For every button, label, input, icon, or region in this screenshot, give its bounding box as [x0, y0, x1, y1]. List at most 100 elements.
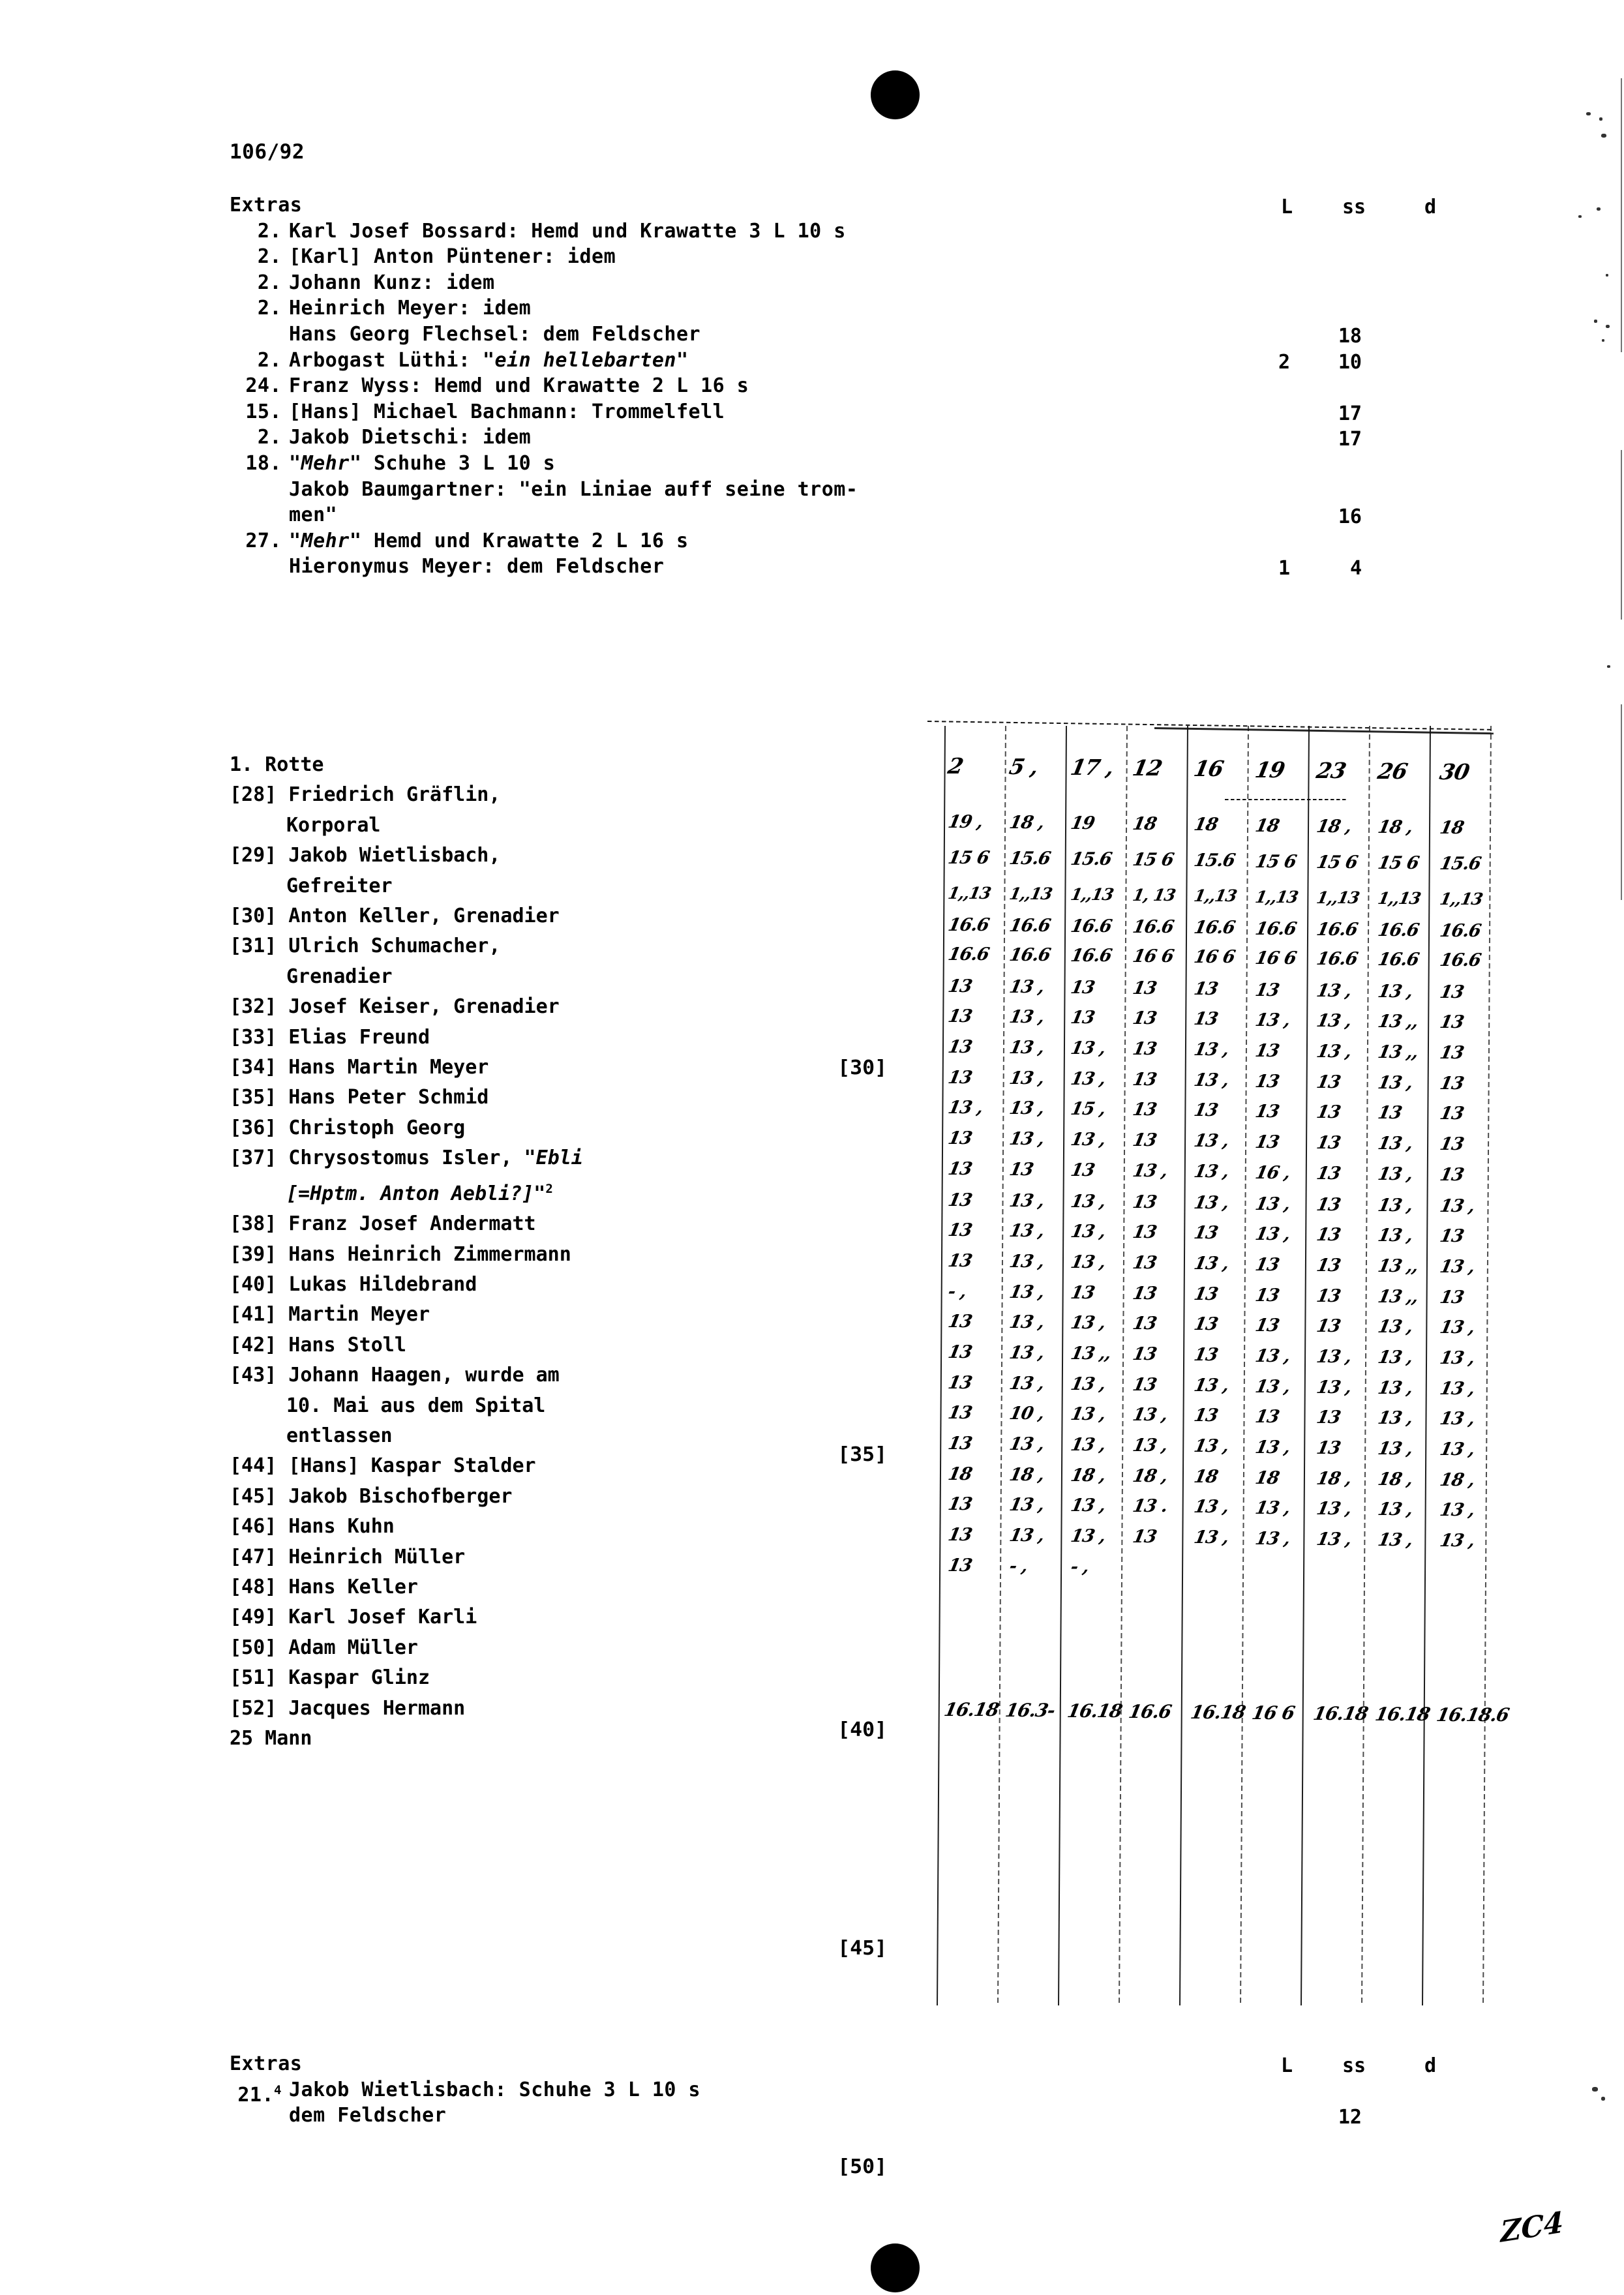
ledger-cell: 13 , [1376, 1164, 1415, 1184]
ledger-cell: 13 [1314, 1286, 1342, 1306]
ledger-cell: 13 , [1068, 1222, 1107, 1242]
ledger-cell: 13 , [1437, 1317, 1477, 1338]
ledger-cell: 15.6 [1192, 850, 1237, 871]
ledger-cell: 13 [1437, 1165, 1466, 1185]
extras-entry-text: men" [289, 503, 338, 527]
ledger-cell: 13 [946, 1373, 974, 1393]
ledger-cell: 13 [1130, 1375, 1158, 1395]
ledger-column-rule [1482, 726, 1492, 2005]
ledger-cell: 15 6 [1253, 852, 1298, 872]
ledger-cell: 13 [946, 1220, 974, 1240]
ledger-cell: 13 [1130, 1100, 1158, 1120]
ledger-cell: 13 [946, 1251, 974, 1271]
ledger-cell: 13 , [1007, 1525, 1046, 1546]
ledger-cell: 13 , [1007, 1221, 1046, 1241]
ledger-cell: 13 [1253, 1285, 1281, 1306]
ledger-cell: 1, 13 [1131, 886, 1177, 905]
extras-entry-text: [Karl] Anton Püntener: idem [289, 245, 616, 269]
ledger-cell: 13 [1130, 1222, 1158, 1242]
ledger-column-rule [1301, 726, 1310, 2005]
extras-entry-text: Jakob Baumgartner: "ein Liniae auff sein… [289, 477, 858, 501]
ledger-cell: 13 [1314, 1255, 1342, 1276]
extras-entry-text: Johann Kunz: idem [289, 271, 495, 294]
ledger-cell: 30 [1437, 759, 1471, 785]
ledger-cell: 13 , [1192, 1131, 1231, 1151]
extras-entry-text: Hans Georg Flechsel: dem Feldscher [289, 323, 701, 346]
ledger-cell: 13 , [1314, 1011, 1353, 1031]
scan-edge-line [1621, 450, 1622, 620]
page-number: 106/92 [230, 140, 305, 164]
ledger-cell: 13 [1314, 1163, 1342, 1184]
ledger-cell: 13 , [1068, 1069, 1107, 1089]
ledger-column-rule [1422, 726, 1431, 2005]
ledger-cell: 13 , [1192, 1527, 1231, 1548]
ledger-cell: 13 [1192, 1314, 1220, 1334]
ledger-cell: 13 [946, 1403, 974, 1423]
ledger-cell: 13 [1253, 980, 1281, 1000]
ledger-cell: 15 6 [1376, 853, 1421, 873]
ledger-cell: 13 , [946, 1098, 985, 1118]
roster-total: 25 Mann [230, 1727, 312, 1750]
ledger-cell: 13 , [1007, 1129, 1046, 1149]
extras-amount-ss: 17 [1338, 428, 1362, 451]
ledger-cell: 13 [946, 1037, 974, 1057]
ledger-inner-rule-fragment [1225, 799, 1346, 800]
ledger-cell: 13 [1192, 1405, 1220, 1426]
ledger-cell: 13 ,, [1068, 1343, 1113, 1364]
ledger-cell: 18 [1192, 1467, 1220, 1487]
extras-entry-number: 2. [257, 348, 282, 372]
ledger-cell: 13 , [1192, 1040, 1231, 1060]
column-header-d: d [1424, 196, 1437, 218]
extras-amount-ss: 12 [1338, 2106, 1362, 2129]
roster-title: 1. Rotte [230, 753, 324, 776]
extras-entry-text: dem Feldscher [289, 2104, 447, 2127]
extras-entry-number: 21.4 [237, 2082, 282, 2107]
ledger-cell: 18 , [1437, 1470, 1477, 1490]
roster-entry: [41] Martin Meyer [230, 1303, 430, 1327]
scan-speckle [1594, 320, 1597, 323]
ledger-cell: 13 , [1068, 1495, 1107, 1516]
ledger-cell: 13 [1314, 1133, 1342, 1153]
scan-speckle [1606, 325, 1610, 328]
ledger-cell: 26 [1376, 758, 1409, 784]
roster-entry: [51] Kaspar Glinz [230, 1666, 430, 1690]
roster-entry: [29] Jakob Wietlisbach, [230, 844, 501, 867]
roster-entry: [39] Hans Heinrich Zimmermann [230, 1242, 571, 1266]
ledger-cell: 13 [1192, 1100, 1220, 1120]
ledger-cell: 18 , [1376, 817, 1415, 837]
ledger-index-marker: [40] [837, 1718, 888, 1741]
ledger-column-rule [997, 726, 1006, 2005]
ledger-totals-cell: 16.18 [1065, 1700, 1124, 1722]
ledger-cell: 13 , [1253, 1010, 1292, 1030]
ledger-cell: - , [1007, 1556, 1030, 1576]
extras-entry-text: Karl Josef Bossard: Hemd und Krawatte 3 … [289, 219, 846, 243]
extras-amount-ss: 17 [1338, 402, 1362, 425]
ledger-cell: 16.6 [1192, 918, 1237, 938]
ledger-cell: 13 , [1007, 1252, 1046, 1272]
scan-speckle [1592, 2087, 1598, 2092]
ledger-cell: 13 , [1437, 1196, 1477, 1216]
roster-entry: [44] [Hans] Kaspar Stalder [230, 1454, 536, 1478]
extras-amount-l: 1 [1278, 557, 1290, 580]
extras-entry-number: 2. [257, 297, 282, 320]
ledger-cell: 13 , [1376, 1073, 1415, 1093]
ledger-cell: 16.6 [1068, 946, 1113, 966]
column-header-l: L [1281, 196, 1293, 218]
roster-entry-continuation: Korporal [286, 813, 381, 837]
ledger-cell: 19 [1068, 813, 1096, 833]
ledger-cell: 13 , [1007, 1495, 1046, 1515]
ledger-cell: 13 , [1007, 977, 1046, 997]
ledger-cell: 13 [1253, 1132, 1281, 1152]
extras-bottom-heading: Extras [230, 2052, 303, 2075]
extras-entry-number: 2. [257, 219, 282, 243]
ledger-cell: 13 [946, 1525, 974, 1545]
ledger-cell: 17 , [1068, 755, 1116, 780]
ledger-cell: 18 [1437, 818, 1466, 838]
roster-entry: [28] Friedrich Gräflin, [230, 783, 501, 807]
ledger-cell: 13 [1130, 1070, 1158, 1090]
roster-entry-continuation: 10. Mai aus dem Spital [286, 1394, 546, 1417]
ledger-cell: 13 , [1376, 1408, 1415, 1428]
ledger-cell: 13 [1192, 979, 1220, 999]
ledger-cell: 13 [1130, 1130, 1158, 1150]
ledger-totals-cell: 16.3- [1003, 1700, 1057, 1721]
